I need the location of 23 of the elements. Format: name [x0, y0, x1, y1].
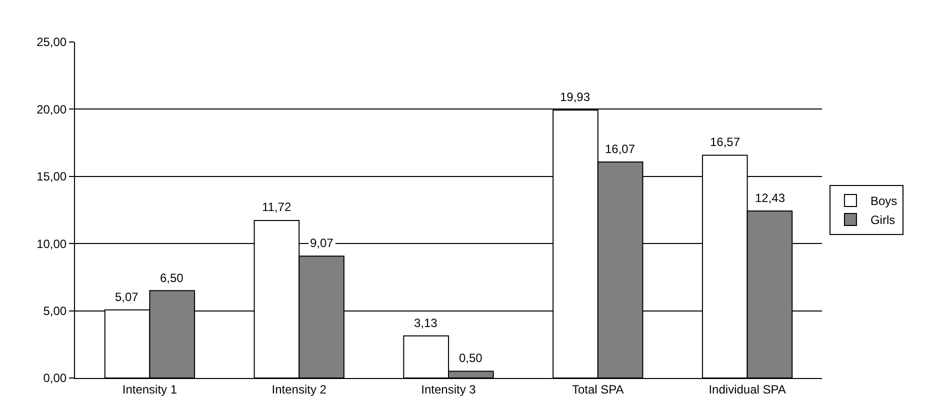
data-label: 16,07	[605, 142, 636, 156]
data-label: 9,07	[310, 236, 334, 250]
data-label: 0,50	[459, 351, 483, 365]
y-tick-label: 25,00	[36, 35, 67, 50]
x-tick-label: Intensity 2	[272, 382, 327, 396]
x-tick-label: Individual SPA	[708, 382, 786, 396]
y-tick-label: 10,00	[36, 236, 67, 251]
data-label: 5,07	[115, 290, 139, 304]
data-label: 16,57	[710, 135, 740, 149]
y-tick-label: 15,00	[36, 170, 67, 184]
data-label: 3,13	[414, 316, 438, 330]
x-tick-label: Total SPA	[572, 382, 624, 396]
y-tick-label: 5,00	[43, 304, 67, 318]
x-tick-label: Intensity 1	[122, 382, 178, 396]
data-label: 6,50	[160, 271, 184, 285]
y-tick-label: 20,00	[36, 102, 67, 116]
data-label: 12,43	[755, 191, 786, 205]
data-label: 19,93	[560, 90, 590, 104]
data-label: 11,72	[262, 200, 292, 214]
legend-label: Boys	[870, 194, 898, 208]
y-tick-label: 0,00	[43, 371, 67, 386]
x-tick-label: Intensity 3	[421, 382, 476, 396]
legend-label: Girls	[870, 213, 896, 228]
